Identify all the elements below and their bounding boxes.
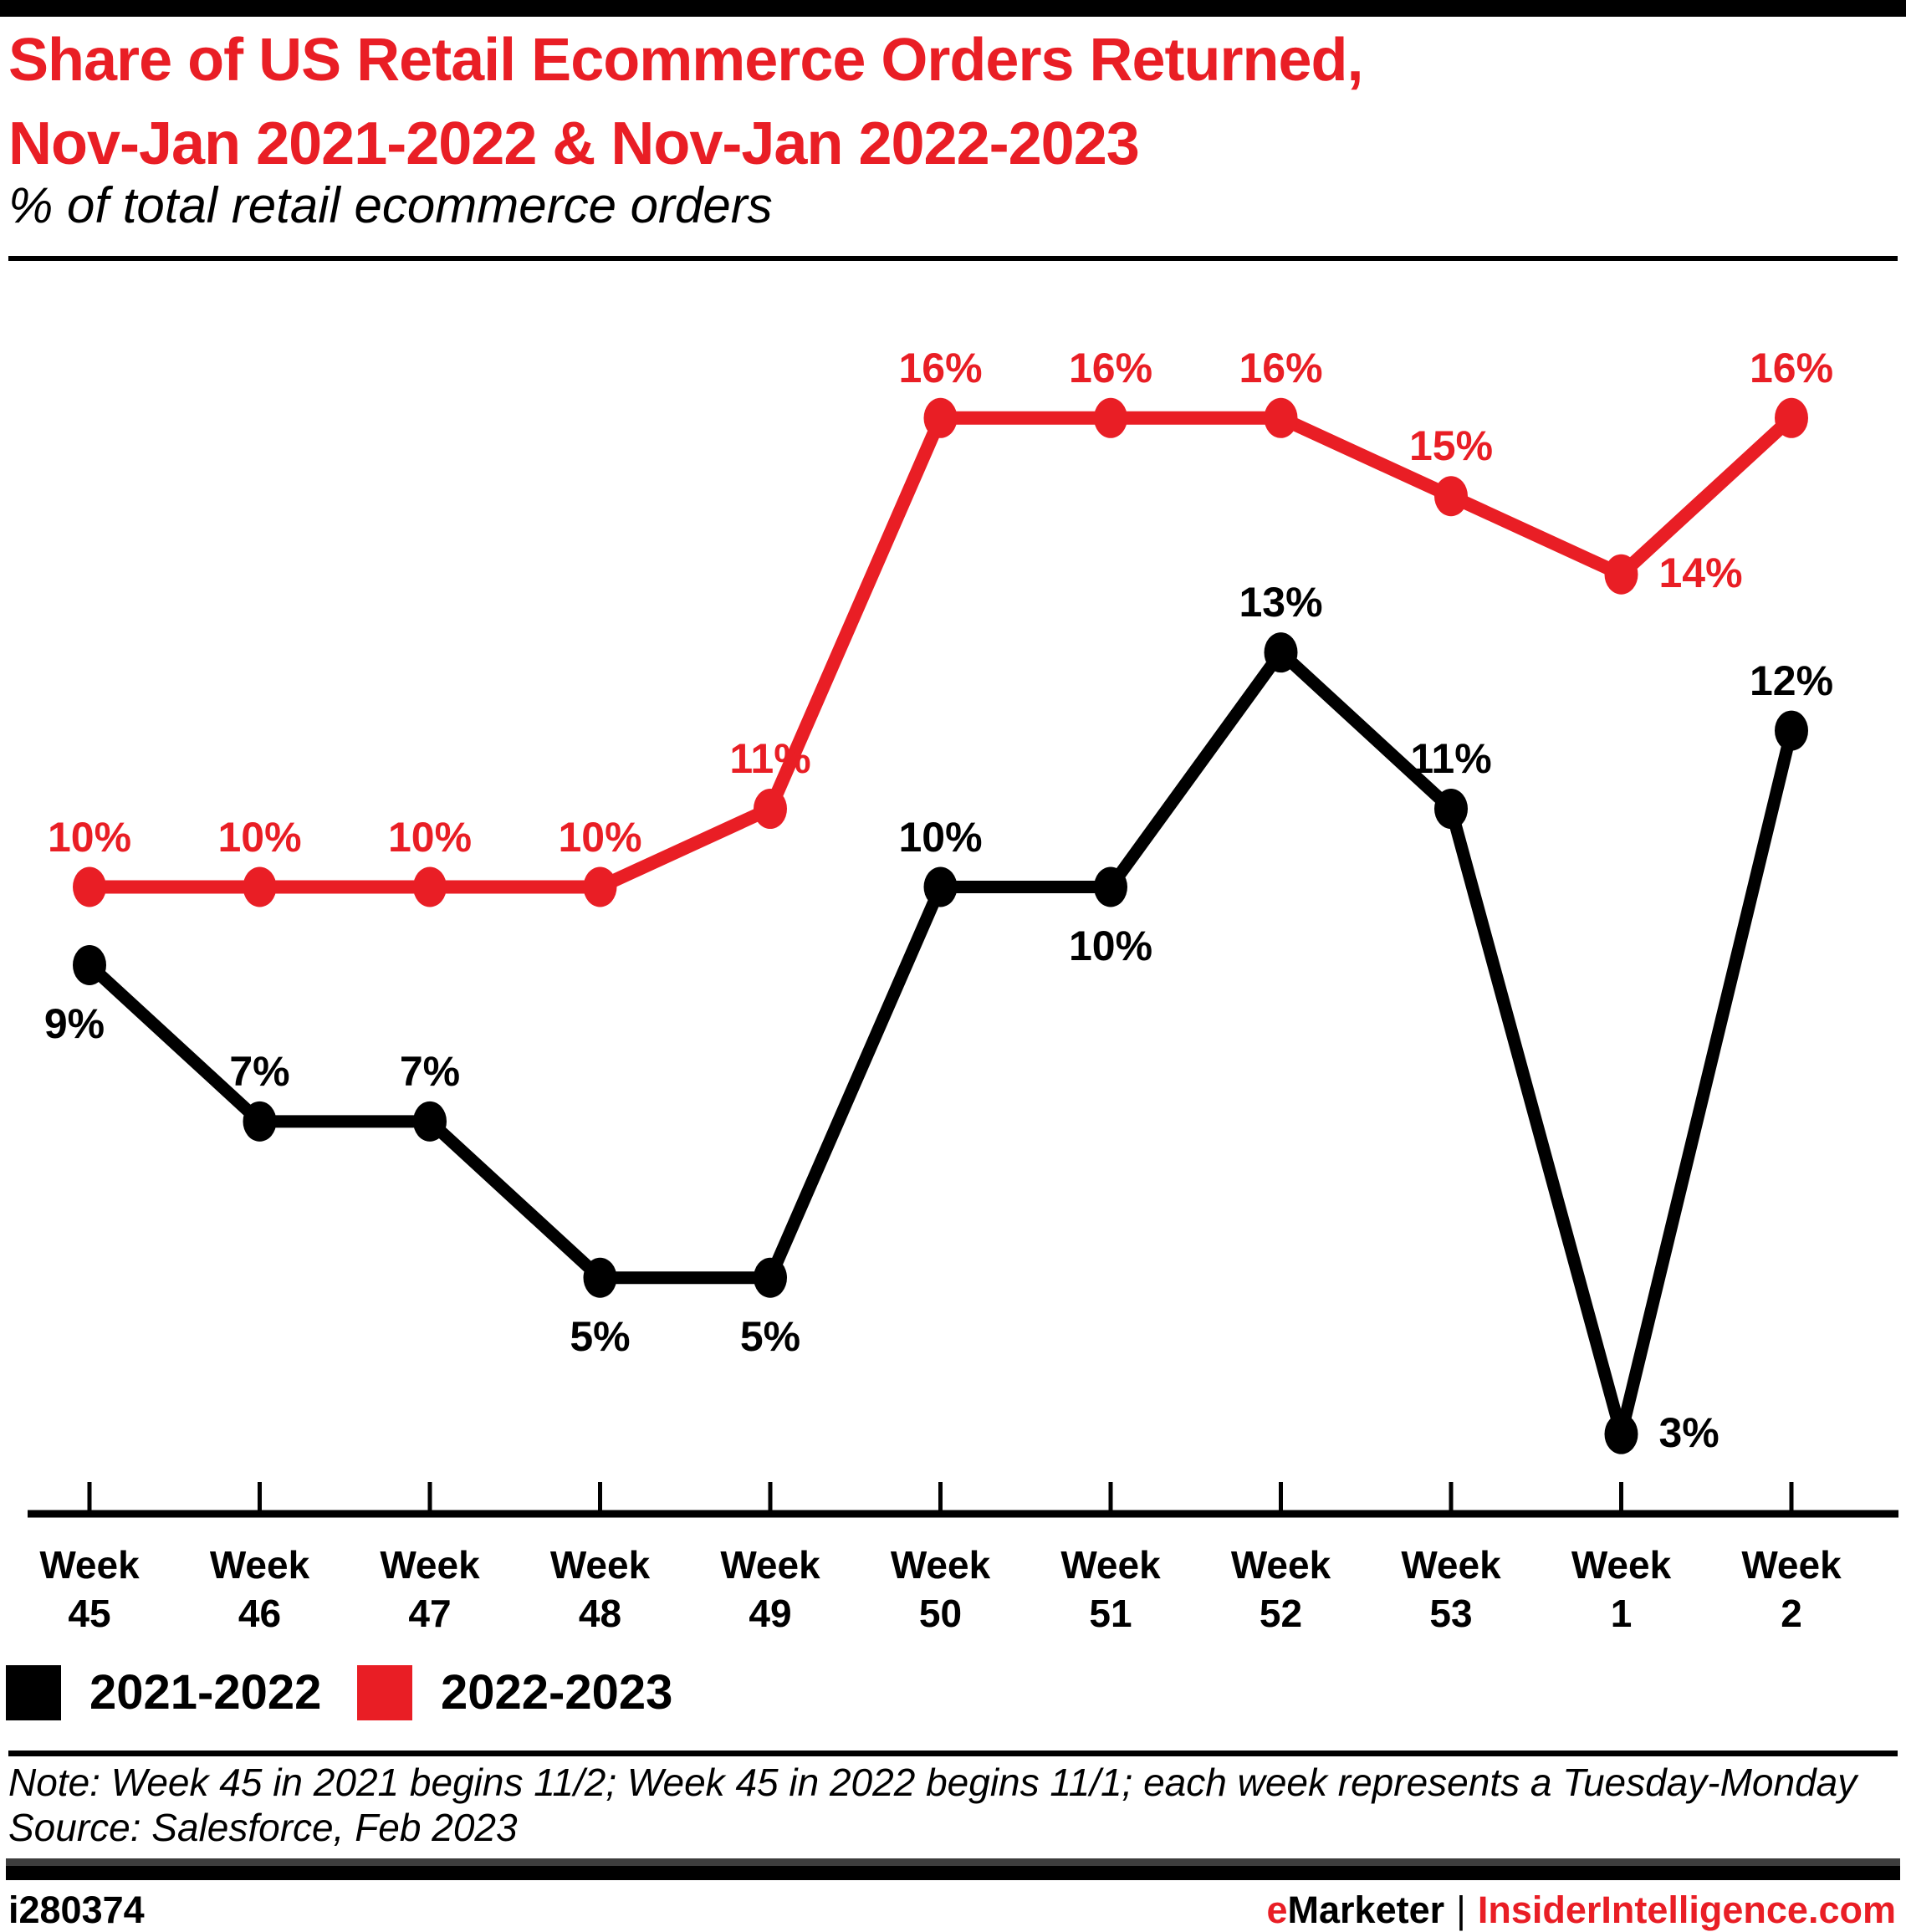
data-label: 9% (43, 999, 105, 1047)
footer-gray-strip (6, 1858, 1900, 1866)
data-point[interactable] (1264, 632, 1298, 673)
series-line-2021-2022 (84, 642, 1798, 1436)
data-point[interactable] (73, 944, 106, 985)
data-point[interactable] (1434, 476, 1468, 517)
chart-subtitle: % of total retail ecommerce orders (8, 177, 773, 233)
data-label: 10% (47, 813, 132, 861)
legend-label-2022-2023: 2022-2023 (441, 1665, 673, 1720)
data-point[interactable] (413, 866, 447, 907)
data-label: 12% (1749, 657, 1834, 704)
data-label: 10% (217, 813, 302, 861)
x-tick-label: Week 50 (890, 1543, 991, 1635)
data-label: 11% (1410, 735, 1492, 783)
x-tick-label: Week 2 (1741, 1543, 1842, 1635)
note-divider (8, 1751, 1898, 1756)
x-tick-label: Week 45 (39, 1543, 140, 1635)
data-point[interactable] (243, 1101, 277, 1142)
x-tick-label: Week 48 (549, 1543, 651, 1635)
data-point[interactable] (754, 789, 787, 830)
legend-swatch-2022-2023 (357, 1665, 412, 1720)
data-label: 16% (1068, 344, 1153, 391)
page-title-line1: Share of US Retail Ecommerce Orders Retu… (8, 27, 1364, 94)
data-point[interactable] (1094, 866, 1127, 907)
data-label: 15% (1408, 422, 1494, 470)
data-label: 3% (1658, 1408, 1719, 1456)
data-label: 11% (729, 735, 811, 783)
x-tick-label: Week 1 (1571, 1543, 1672, 1635)
legend-label-2021-2022: 2021-2022 (89, 1665, 322, 1720)
data-point[interactable] (923, 397, 958, 438)
footer-separator: | (1456, 1889, 1466, 1931)
header-divider (8, 256, 1898, 261)
page-title-line2: Nov-Jan 2021-2022 & Nov-Jan 2022-2023 (8, 110, 1140, 177)
data-point[interactable] (583, 866, 617, 907)
data-point[interactable] (583, 1257, 617, 1298)
source-text: Source: Salesforce, Feb 2023 (8, 1806, 518, 1849)
data-label: 10% (387, 813, 473, 861)
data-label: 7% (229, 1047, 290, 1095)
x-tick-label: Week 49 (720, 1543, 820, 1635)
note-text: Note: Week 45 in 2021 begins 11/2; Week … (8, 1761, 1857, 1804)
data-point[interactable] (1264, 397, 1298, 438)
page-title: Share of US Retail Ecommerce Orders Retu… (8, 18, 1898, 186)
data-label: 14% (1658, 549, 1743, 596)
footer-black-bar (6, 1866, 1900, 1880)
legend-swatch-2021-2022 (6, 1665, 61, 1720)
data-point[interactable] (754, 1257, 787, 1298)
data-label: 10% (558, 813, 642, 861)
footer-brand: eMarketer | InsiderIntelligence.com (1267, 1889, 1897, 1932)
chart-id: i280374 (8, 1889, 145, 1931)
data-point[interactable] (1434, 789, 1468, 830)
top-accent-bar (0, 0, 1906, 17)
data-label: 5% (739, 1312, 801, 1360)
data-point[interactable] (1775, 397, 1808, 438)
data-point[interactable] (923, 866, 958, 907)
data-point[interactable] (243, 866, 277, 907)
data-label: 16% (898, 344, 983, 391)
data-point[interactable] (1775, 710, 1808, 751)
data-label: 13% (1239, 579, 1323, 626)
emarketer-logo[interactable]: eMarketer (1266, 1889, 1445, 1931)
data-label: 10% (898, 813, 983, 861)
data-label: 7% (399, 1047, 461, 1095)
data-label: 16% (1749, 344, 1834, 391)
x-tick-label: Week 53 (1401, 1543, 1501, 1635)
data-point[interactable] (413, 1101, 447, 1142)
insider-intelligence-link[interactable]: InsiderIntelligence.com (1477, 1889, 1896, 1931)
data-label: 5% (570, 1312, 631, 1360)
data-label: 16% (1239, 344, 1323, 391)
data-label: 10% (1068, 922, 1153, 969)
data-point[interactable] (1094, 397, 1127, 438)
data-point[interactable] (1604, 1413, 1638, 1454)
data-point[interactable] (73, 866, 106, 907)
data-point[interactable] (1604, 554, 1638, 595)
x-tick-label: Week 47 (380, 1543, 480, 1635)
x-tick-label: Week 46 (209, 1543, 310, 1635)
x-tick-label: Week 51 (1060, 1543, 1161, 1635)
x-tick-label: Week 52 (1230, 1543, 1331, 1635)
